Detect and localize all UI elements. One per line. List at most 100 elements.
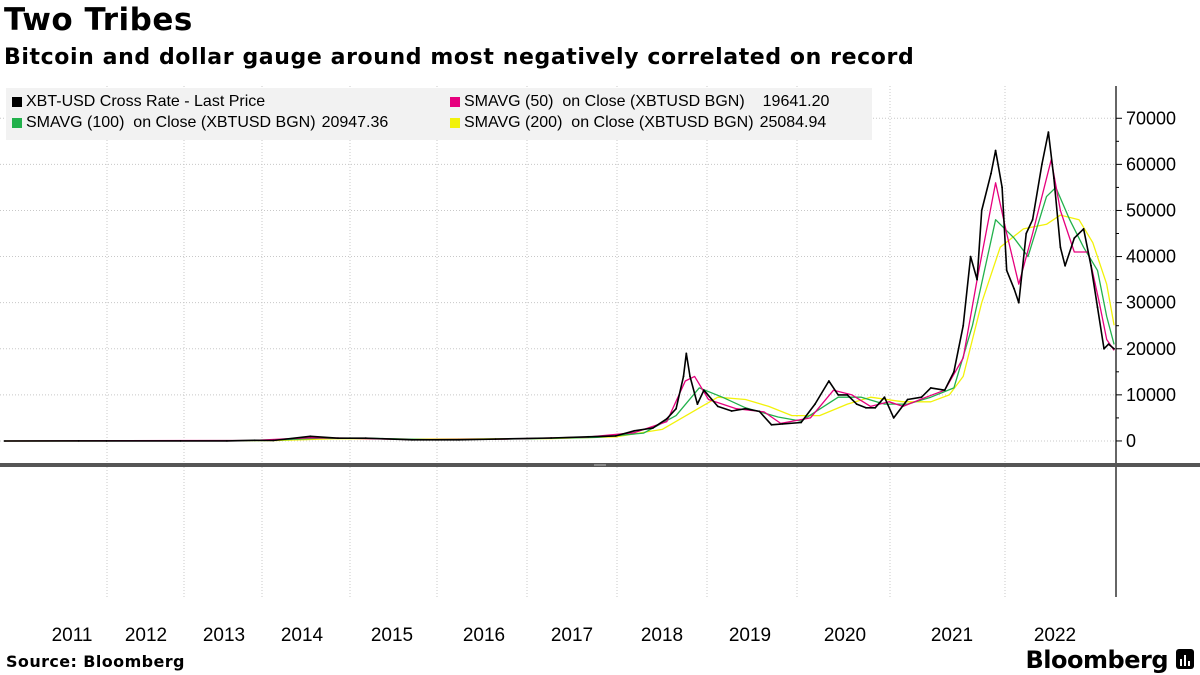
x-tick-label: 2016 <box>463 625 505 646</box>
price-point <box>1025 232 1028 235</box>
source-note: Source: Bloomberg <box>6 652 185 671</box>
price-point <box>865 406 867 409</box>
legend-item-sma100: SMAVG (100) on Close (XBTUSD BGN) 20947.… <box>12 114 388 132</box>
series-line-1 <box>4 159 1115 442</box>
price-point <box>883 396 886 399</box>
price-point <box>846 394 849 396</box>
price-point <box>179 440 182 442</box>
price-point <box>1107 343 1110 345</box>
price-point <box>1013 287 1015 290</box>
x-tick-label: 2015 <box>371 625 413 646</box>
price-point <box>226 440 228 442</box>
price-point <box>665 417 668 420</box>
y-tick-label: 10000 <box>1126 385 1176 405</box>
price-point <box>77 440 80 442</box>
price-point <box>828 380 830 382</box>
x-tick-label: 2017 <box>551 625 593 646</box>
legend-label: XBT-USD Cross Rate - Last Price <box>26 93 266 110</box>
price-point <box>814 403 816 405</box>
price-point <box>587 435 589 438</box>
price-point <box>770 423 773 426</box>
price-point <box>920 396 923 399</box>
y-axis-ticks: 0 10000 20000 30000 40000 50000 60000 70000 <box>1116 108 1176 451</box>
series-line-3 <box>4 214 1115 442</box>
x-tick-label: 2012 <box>125 625 167 646</box>
price-point <box>716 405 719 408</box>
legend-value: 25084.94 <box>759 114 827 131</box>
price-point <box>1064 264 1066 267</box>
chart-legend: XBT-USD Cross Rate - Last Price SMAVG (5… <box>6 88 872 140</box>
price-point <box>411 438 413 441</box>
legend-label: SMAVG (100) on Close (XBTUSD BGN) <box>26 114 316 131</box>
y-tick-label: 0 <box>1126 431 1136 451</box>
price-point <box>990 172 992 175</box>
price-point <box>309 435 312 438</box>
legend-swatch-icon <box>450 118 460 128</box>
series-line-2 <box>4 186 1115 442</box>
y-tick-label: 30000 <box>1126 293 1176 313</box>
price-point <box>689 375 691 378</box>
price-point <box>1090 264 1092 267</box>
legend-item-sma200: SMAVG (200) on Close (XBTUSD BGN) 25084.… <box>450 114 826 132</box>
price-point <box>615 435 617 437</box>
price-point <box>1041 163 1043 166</box>
price-point <box>1001 186 1003 189</box>
y-tick-label: 70000 <box>1126 108 1176 128</box>
price-point <box>1059 246 1062 249</box>
price-point <box>1113 347 1115 350</box>
page-subtitle: Bitcoin and dollar gauge around most neg… <box>4 45 915 70</box>
price-point <box>781 423 784 425</box>
price-point <box>969 255 972 258</box>
price-point <box>730 410 733 412</box>
price-point <box>1082 228 1085 230</box>
y-tick-label: 20000 <box>1126 339 1176 359</box>
price-point <box>1005 269 1008 272</box>
price-point <box>874 406 877 409</box>
grid-lines <box>0 86 1116 597</box>
price-point <box>1031 218 1034 221</box>
legend-swatch-icon <box>12 97 22 107</box>
price-point <box>892 417 895 419</box>
legend-label: SMAVG (50) on Close (XBTUSD BGN) <box>464 93 745 110</box>
price-point <box>800 421 802 424</box>
x-tick-label: 2011 <box>52 625 93 646</box>
price-point <box>980 209 983 212</box>
price-point <box>837 394 840 396</box>
x-tick-label: 2019 <box>729 625 771 646</box>
price-point <box>550 437 552 439</box>
x-tick-label: 2020 <box>824 625 866 646</box>
price-point <box>633 429 636 432</box>
price-point <box>953 370 955 373</box>
legend-label: SMAVG (200) on Close (XBTUSD BGN) <box>464 114 754 131</box>
price-point <box>758 410 761 413</box>
price-point <box>1103 347 1105 350</box>
price-point <box>976 278 978 281</box>
price-point <box>457 438 460 441</box>
y-tick-label: 60000 <box>1126 154 1176 174</box>
x-axis-ticks: 2011 2012 2013 2014 2015 2016 2017 2018 2019 2020… <box>52 625 1077 646</box>
price-point <box>943 389 946 392</box>
price-point <box>1053 177 1055 180</box>
price-point <box>994 149 997 152</box>
price-point <box>906 398 909 401</box>
legend-item-sma50: SMAVG (50) on Close (XBTUSD BGN) 19641.2… <box>450 93 829 111</box>
price-point <box>682 375 685 378</box>
series-layer <box>3 131 1115 442</box>
legend-swatch-icon <box>12 118 22 128</box>
price-point <box>1096 306 1099 309</box>
price-point <box>337 437 339 440</box>
price-point <box>929 387 932 389</box>
legend-value: 20947.36 <box>321 114 389 131</box>
price-point <box>675 407 677 410</box>
x-tick-label: 2022 <box>1034 625 1076 646</box>
series-line-0 <box>4 131 1115 442</box>
price-point <box>1047 131 1050 134</box>
price-point <box>3 440 6 442</box>
page-title: Two Tribes <box>4 2 193 38</box>
price-point <box>962 324 965 327</box>
price-point <box>855 403 858 405</box>
legend-swatch-icon <box>450 97 460 107</box>
x-tick-label: 2018 <box>641 625 683 646</box>
chart-frame <box>0 86 1200 597</box>
